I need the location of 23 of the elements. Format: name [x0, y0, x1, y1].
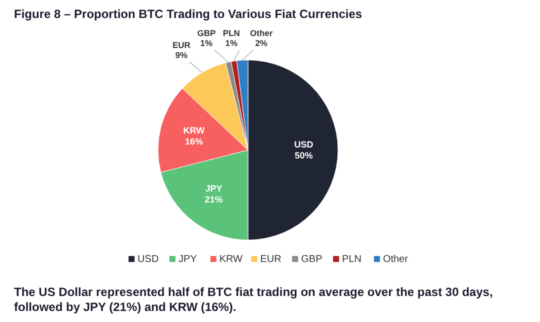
slice-label: GBP — [197, 28, 216, 38]
slice-label: USD — [294, 140, 314, 150]
data-label: 1% — [200, 38, 213, 48]
legend-label: KRW — [219, 254, 244, 265]
slice-label: EUR — [172, 40, 190, 50]
data-label: 16% — [184, 136, 203, 147]
legend-label: USD — [138, 254, 159, 265]
slice-label: Other — [250, 28, 274, 38]
slice-label: KRW — [183, 126, 206, 136]
slice-label: PLN — [222, 28, 240, 38]
data-label: 21% — [204, 194, 223, 205]
data-label: 9% — [175, 50, 188, 60]
data-label: 50% — [294, 150, 313, 160]
chart-title: Figure 8 – Proportion BTC Trading to Various Fiat Currencies — [14, 7, 362, 21]
data-label: 1% — [225, 38, 238, 48]
slice-label: JPY — [205, 184, 222, 194]
legend-label: PLN — [342, 254, 362, 265]
legend-label: Other — [382, 254, 409, 265]
legend-label: GBP — [301, 254, 323, 265]
data-label: 2% — [255, 38, 268, 48]
legend-label: EUR — [260, 254, 282, 265]
legend-label: JPY — [178, 254, 198, 265]
text: The US Dollar represented half of BTC fiat trading on average over the past 30 days, followed by JPY (21%) and KRW (16%). — [14, 285, 493, 314]
